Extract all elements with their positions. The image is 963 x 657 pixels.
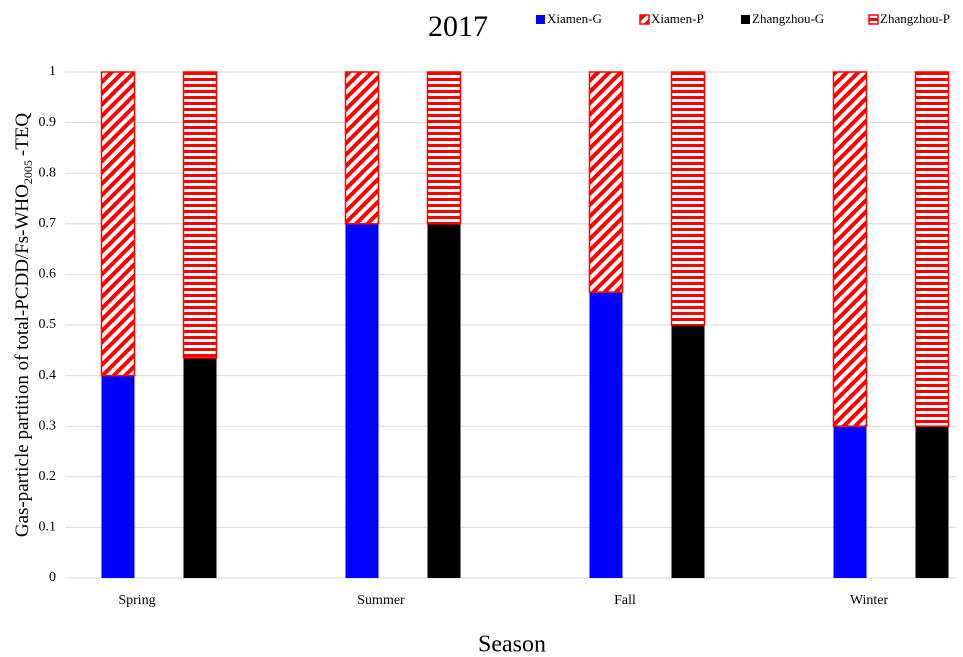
x-tick-label: Summer — [357, 593, 405, 608]
legend-marker — [868, 14, 879, 25]
legend-label: Zhangzhou-G — [752, 11, 824, 26]
bar-segment — [833, 426, 867, 578]
bar-segment — [915, 426, 949, 578]
y-tick-label: 0.7 — [39, 216, 57, 231]
bar-segment — [589, 292, 623, 578]
y-tick-label: 0.5 — [39, 317, 57, 332]
y-tick-label: 0.6 — [39, 267, 57, 282]
bar-segment — [588, 71, 624, 293]
legend-marker — [639, 14, 650, 25]
y-tick-label: 0.2 — [39, 469, 57, 484]
y-tick-label: 0.4 — [39, 368, 57, 383]
y-tick-label: 0.9 — [39, 115, 57, 130]
bar-segment — [671, 325, 705, 578]
bar-segment — [344, 71, 380, 225]
y-axis-title-part: Gas-particle partition of total-PCDD/Fs-… — [12, 184, 33, 537]
x-tick-label: Fall — [614, 593, 636, 608]
x-axis-title: Season — [478, 632, 546, 657]
x-tick-label: Winter — [850, 593, 889, 608]
bar-segment — [832, 71, 868, 427]
y-tick-label: 1 — [49, 64, 56, 79]
bar-segment — [101, 375, 135, 578]
bar-segment — [670, 71, 706, 326]
legend-label: Xiamen-P — [651, 11, 704, 26]
bar-segment — [183, 357, 217, 578]
y-tick-label: 0.3 — [39, 418, 57, 433]
y-axis-title-part: -TEQ — [12, 113, 33, 157]
y-tick-label: 0.8 — [39, 165, 57, 180]
chart-title: 2017 — [428, 10, 488, 43]
legend-marker — [741, 15, 750, 24]
y-axis-title: Gas-particle partition of total-PCDD/Fs-… — [12, 113, 34, 538]
y-tick-label: 0.1 — [39, 520, 57, 535]
bar-segment — [426, 71, 462, 225]
x-tick-label: Spring — [118, 593, 155, 608]
legend-label: Zhangzhou-P — [880, 11, 950, 26]
bar-segment — [100, 71, 136, 377]
legend-marker — [536, 15, 545, 24]
y-tick-label: 0 — [49, 570, 56, 585]
bar-segment — [345, 223, 379, 579]
bar-segment — [182, 71, 218, 359]
bar-segment — [914, 71, 950, 427]
y-axis-title-sub: 2005 — [21, 160, 35, 184]
legend-label: Xiamen-G — [547, 11, 602, 26]
bar-segment — [427, 223, 461, 579]
